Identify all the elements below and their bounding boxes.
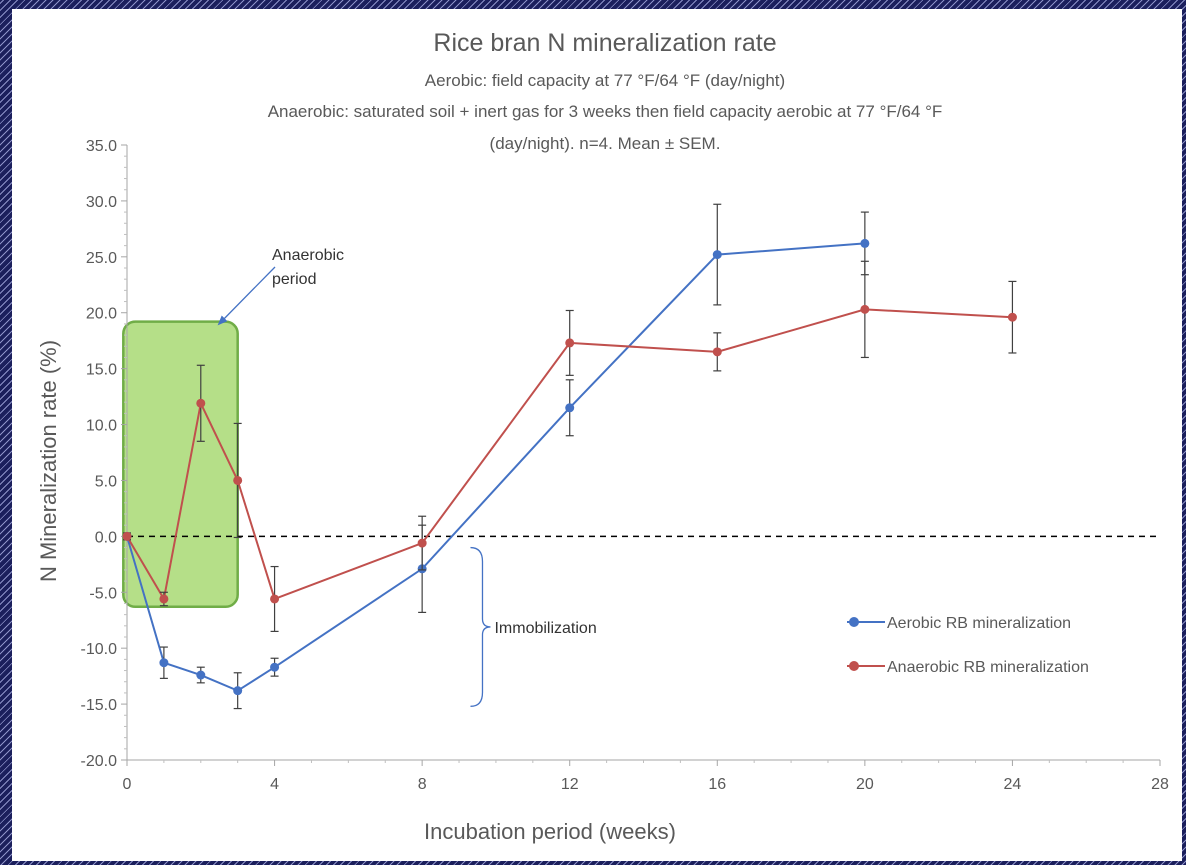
y-axis-label: N Mineralization rate (%) (36, 340, 61, 582)
x-tick-label: 4 (270, 776, 279, 793)
legend-aerobic-marker (849, 617, 859, 627)
anaerobic-period-label-line-1: Anaerobic (272, 247, 344, 264)
x-tick-label: 28 (1151, 776, 1169, 793)
x-tick-label: 8 (418, 776, 427, 793)
data-point (233, 475, 243, 485)
y-tick-label: 35.0 (86, 138, 117, 155)
y-tick-label: 25.0 (86, 250, 117, 267)
data-point (1007, 312, 1017, 322)
chart-svg: Rice bran N mineralization rate Aerobic:… (36, 29, 1169, 844)
anaerobic-period-arrow (217, 266, 276, 326)
data-point (159, 594, 169, 604)
series-anaerobic (122, 260, 1017, 633)
immobilization-label: Immobilization (494, 620, 596, 637)
x-tick-label: 16 (708, 776, 726, 793)
data-point (860, 304, 870, 314)
y-tick-label: 20.0 (86, 306, 117, 323)
x-tick-label: 24 (1004, 776, 1022, 793)
x-tick-label: 12 (561, 776, 579, 793)
anaerobic-period-box (122, 320, 239, 609)
y-tick-label: 5.0 (95, 473, 117, 490)
legend-anaerobic-label: Anaerobic RB mineralization (887, 659, 1089, 676)
chart-panel: Rice bran N mineralization rate Aerobic:… (12, 9, 1182, 861)
data-point (565, 403, 575, 413)
annotation-layer-front: Anaerobic period Immobilization (217, 247, 597, 707)
chart-subtitle-line-1: Aerobic: field capacity at 77 °F/64 °F (… (425, 71, 785, 90)
y-tick-label: 30.0 (86, 194, 117, 211)
legend-aerobic-label: Aerobic RB mineralization (887, 615, 1071, 632)
annotation-layer-back (122, 320, 239, 609)
y-tick-label: 0.0 (95, 529, 117, 546)
y-tick-label: -5.0 (89, 585, 117, 602)
data-point (417, 538, 427, 548)
axes-layer: 35.0 30.0 25.0 20.0 15.0 10.0 5.0 0.0 -5.0 -10.0 -… (81, 138, 1169, 793)
data-point (712, 347, 722, 357)
chart-subtitle-line-2: Anaerobic: saturated soil + inert gas fo… (268, 102, 943, 121)
data-point (270, 662, 280, 672)
immobilization-brace (470, 546, 491, 707)
data-point (196, 670, 206, 680)
y-tick-label: -15.0 (81, 697, 118, 714)
data-point (233, 686, 243, 696)
series-aerobic (122, 203, 870, 710)
series-layer (122, 203, 1017, 710)
data-point (565, 338, 575, 348)
x-tick-label: 0 (123, 776, 132, 793)
series-line (126, 308, 1013, 602)
x-axis-label: Incubation period (weeks) (424, 819, 676, 844)
data-point (712, 250, 722, 260)
data-point (860, 238, 870, 248)
legend: Aerobic RB mineralization Anaerobic RB m… (847, 615, 1089, 676)
y-tick-label: 15.0 (86, 362, 117, 379)
chart-subtitle-line-3: (day/night). n=4. Mean ± SEM. (490, 134, 721, 153)
x-tick-label: 20 (856, 776, 874, 793)
y-tick-label: 10.0 (86, 418, 117, 435)
anaerobic-period-label-line-2: period (272, 271, 316, 288)
y-tick-label: -10.0 (81, 641, 118, 658)
chart-title: Rice bran N mineralization rate (433, 29, 776, 57)
y-tick-label: -20.0 (81, 753, 118, 770)
data-point (270, 594, 280, 604)
data-point (159, 658, 169, 668)
legend-anaerobic-marker (849, 661, 859, 671)
data-point (196, 398, 206, 408)
data-point (122, 531, 132, 541)
